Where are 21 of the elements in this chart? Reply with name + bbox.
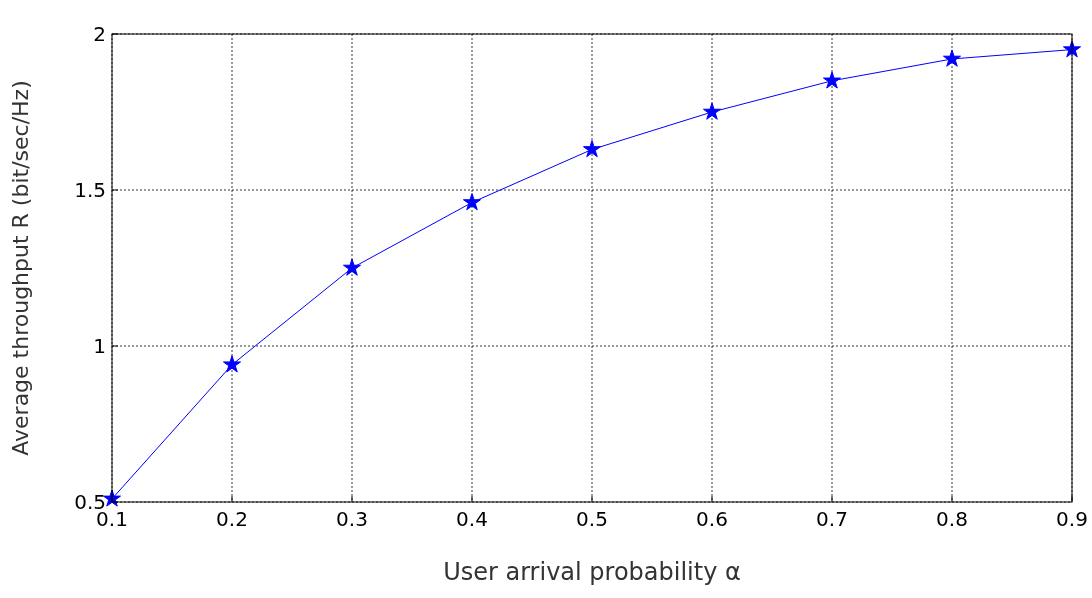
point: [822, 71, 842, 89]
y-tick-label: 2: [93, 22, 106, 46]
point: [342, 258, 362, 276]
point: [1062, 40, 1082, 58]
x-tick-label: 0.9: [1056, 507, 1088, 531]
y-axis-title: Average throughput R (bit/sec/Hz): [8, 80, 33, 456]
x-tick-label: 0.3: [336, 507, 368, 531]
point: [582, 139, 602, 158]
x-tick-label: 0.5: [576, 507, 608, 531]
point: [462, 193, 482, 211]
y-tick-label: 1: [93, 334, 106, 358]
x-tick-label: 0.7: [816, 507, 848, 531]
x-tick-label: 0.4: [456, 507, 488, 531]
x-axis-title: User arrival probability α: [443, 558, 741, 586]
y-tick-label: 1.5: [74, 178, 106, 202]
x-tick-label: 0.2: [216, 507, 248, 531]
point: [222, 355, 242, 373]
x-tick-label: 0.6: [696, 507, 728, 531]
point: [702, 102, 722, 120]
point: [942, 49, 962, 67]
x-tick-label: 0.8: [936, 507, 968, 531]
